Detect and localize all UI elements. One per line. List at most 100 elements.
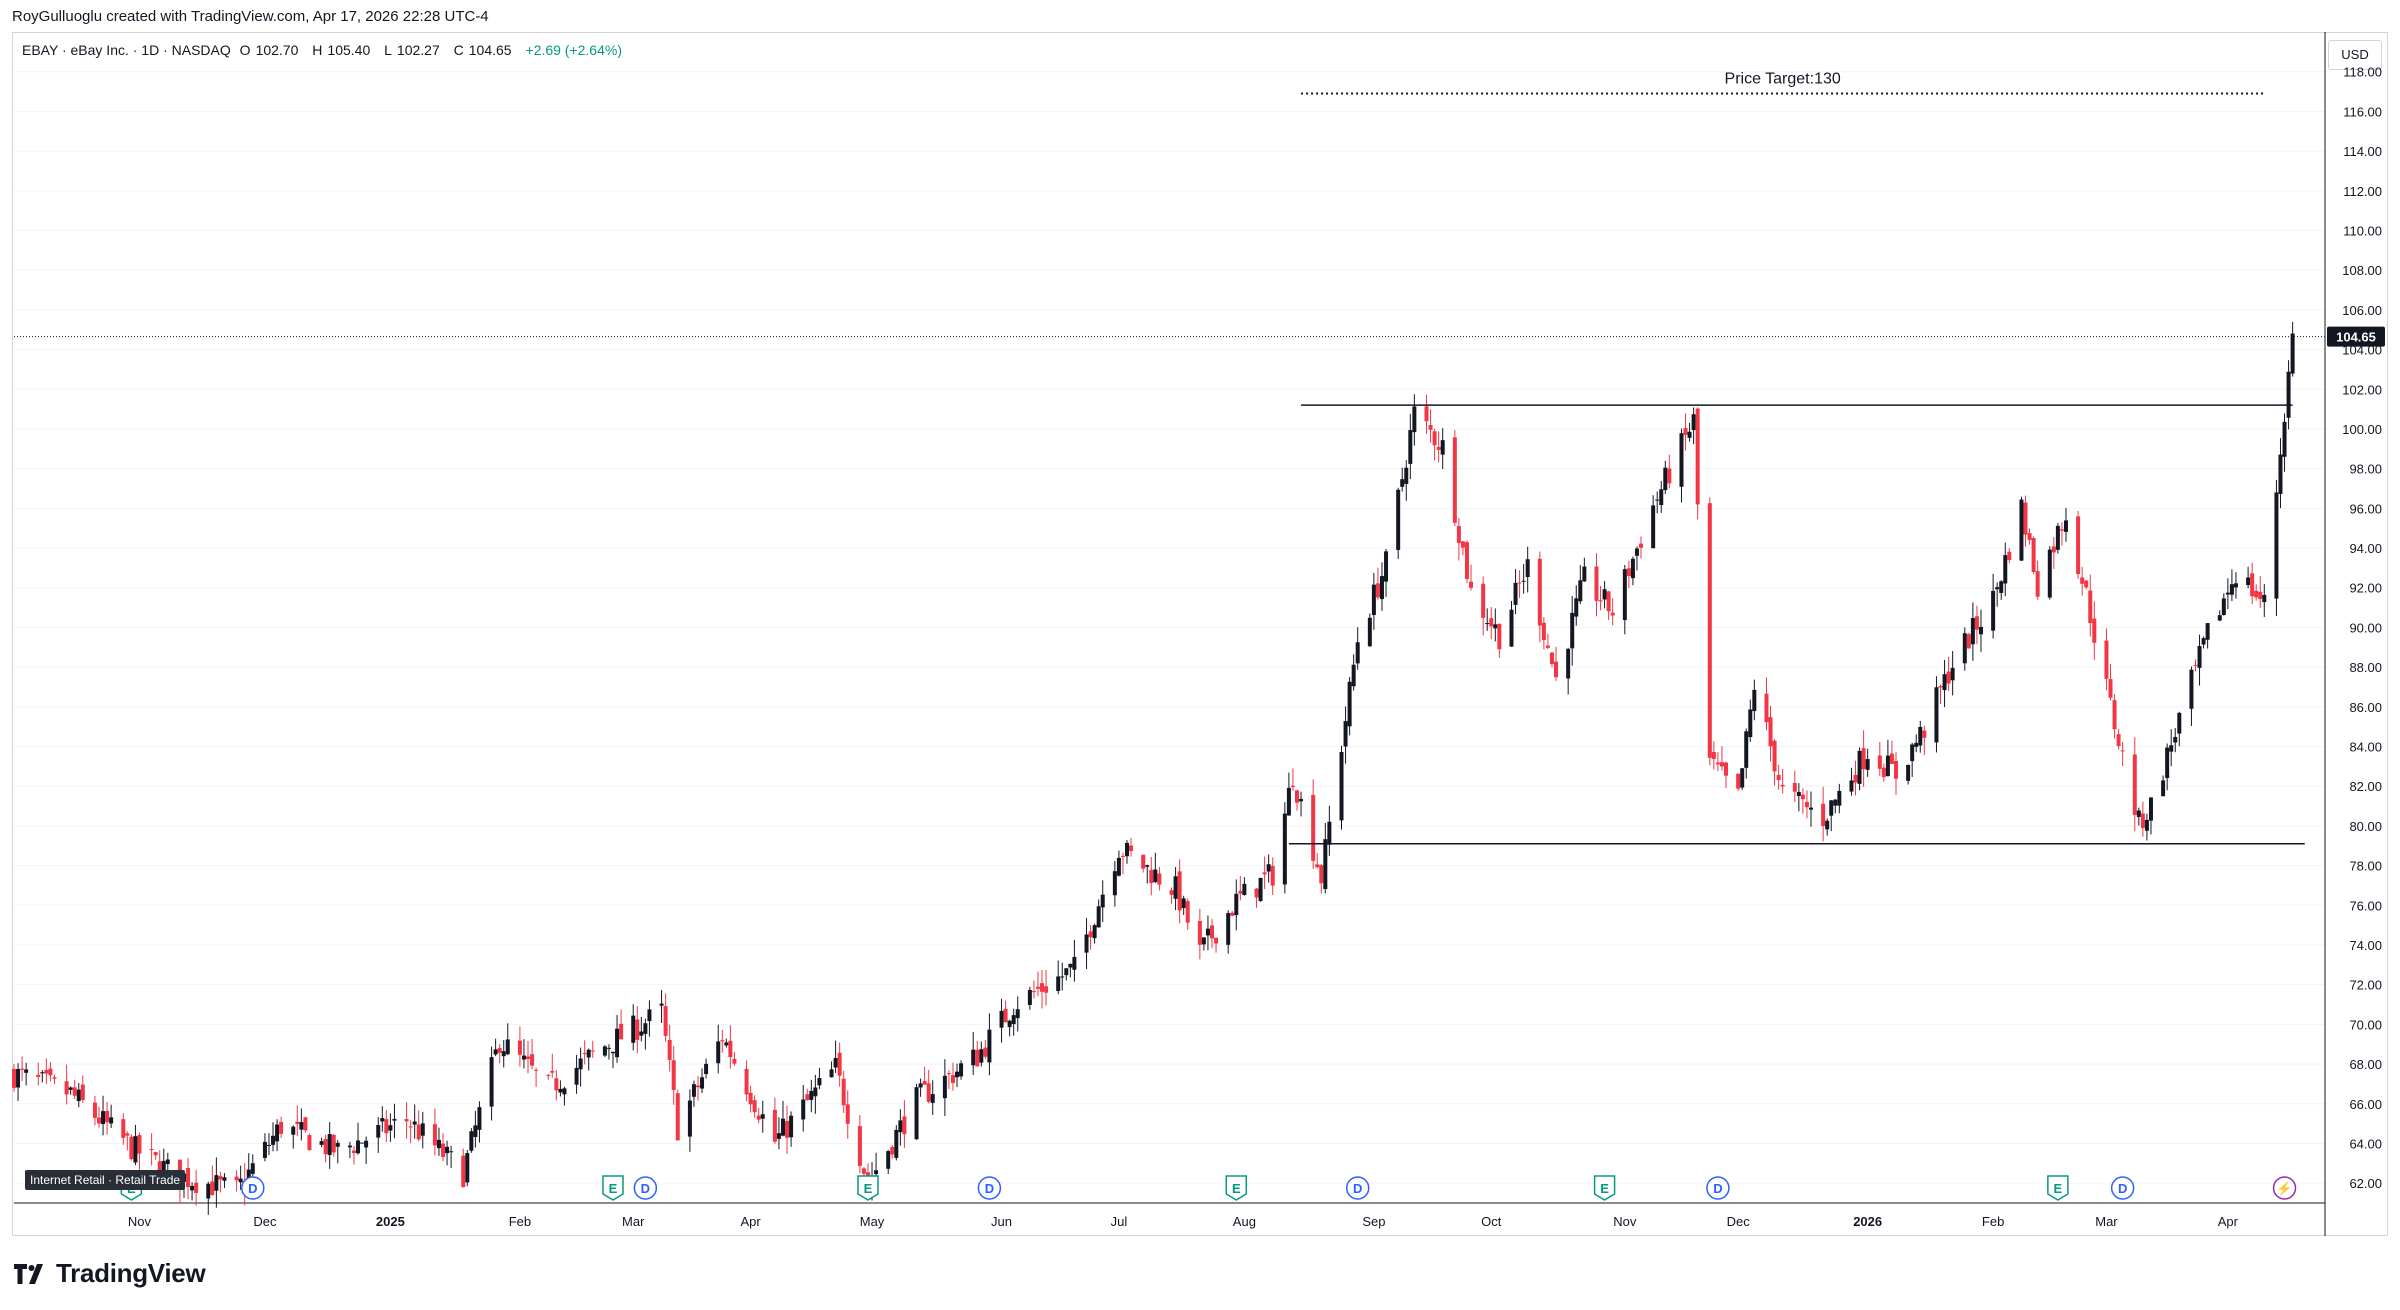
candle-body: [436, 1139, 441, 1149]
candle-body: [1946, 671, 1951, 684]
candle-body: [275, 1124, 280, 1142]
candle-body: [246, 1169, 251, 1184]
candle-body: [250, 1163, 255, 1174]
candle-body: [1464, 542, 1469, 580]
candle-body: [1234, 893, 1239, 916]
candle-body: [1266, 864, 1271, 872]
earnings-icon[interactable]: [2047, 1175, 2069, 1201]
event-label: D: [2118, 1181, 2127, 1196]
candle-body: [772, 1109, 777, 1142]
earnings-icon[interactable]: [602, 1175, 624, 1201]
candle-body: [2023, 502, 2028, 535]
price-target-label: Price Target:130: [1725, 71, 1841, 88]
candle-body: [1064, 968, 1069, 976]
candle-body: [1035, 986, 1040, 989]
candle-body: [1849, 780, 1854, 792]
low-value: 102.27: [396, 42, 440, 58]
candle-body: [1230, 912, 1235, 916]
candle-body: [926, 1083, 931, 1102]
candle-body: [1282, 813, 1287, 885]
candle-body: [2165, 747, 2170, 778]
candle-body: [1007, 1020, 1012, 1028]
earnings-icon[interactable]: [1593, 1175, 1616, 1201]
event-label: D: [641, 1181, 650, 1196]
candle-body: [210, 1181, 215, 1196]
symbol-name[interactable]: EBAY · eBay Inc. · 1D · NASDAQ: [22, 42, 231, 58]
candle-body: [1707, 503, 1712, 758]
y-tick-label: 100.00: [2342, 422, 2382, 437]
candle-body: [619, 1023, 624, 1040]
candle-body: [1290, 785, 1295, 788]
candle-body: [307, 1135, 312, 1151]
candle-body: [1323, 839, 1328, 890]
candle-body: [1833, 799, 1838, 806]
split-icon[interactable]: [2272, 1176, 2297, 1200]
candle-body: [691, 1084, 696, 1097]
event-label: ⚡: [2276, 1181, 2292, 1197]
x-tick-label: Jun: [991, 1214, 1012, 1229]
candle-body: [1634, 548, 1639, 556]
candle-body: [161, 1160, 166, 1178]
y-tick-label: 66.00: [2349, 1097, 2382, 1112]
candle-body: [1582, 566, 1587, 582]
candle-body: [744, 1068, 749, 1095]
candle-body: [837, 1052, 842, 1076]
candle-body: [1262, 872, 1267, 875]
candle-body: [829, 1069, 834, 1078]
dividend-icon[interactable]: [1706, 1176, 1730, 1200]
candle-body: [392, 1118, 397, 1121]
candle-body: [1088, 931, 1093, 938]
earnings-icon[interactable]: [1225, 1175, 1248, 1201]
candle-body: [2120, 750, 2125, 752]
candle-body: [262, 1141, 267, 1158]
candle-body: [1286, 787, 1291, 816]
earnings-icon[interactable]: [857, 1175, 879, 1201]
chart-frame: [12, 32, 2388, 1236]
candle-body: [2250, 573, 2255, 597]
dividend-icon[interactable]: [241, 1176, 265, 1200]
candle-body: [554, 1078, 559, 1091]
candle-body: [2063, 520, 2068, 532]
candle-body: [1525, 559, 1530, 578]
y-tick-label: 110.00: [2343, 223, 2382, 238]
candle-body: [1343, 721, 1348, 747]
candle-body: [327, 1133, 332, 1156]
dividend-icon[interactable]: [1345, 1176, 1370, 1200]
event-label: E: [864, 1181, 873, 1196]
candle-body: [384, 1119, 389, 1134]
candle-body: [364, 1140, 369, 1148]
dividend-icon[interactable]: [633, 1176, 658, 1200]
y-tick-label: 96.00: [2349, 501, 2382, 516]
candle-body: [728, 1040, 733, 1058]
candle-body: [36, 1074, 41, 1077]
candle-body: [1626, 568, 1631, 577]
dividend-icon[interactable]: [2110, 1176, 2135, 1200]
candle-body: [1209, 925, 1214, 939]
candle-body: [550, 1070, 555, 1073]
candle-body: [1015, 1009, 1020, 1019]
candle-body: [1456, 526, 1461, 543]
candle-body: [1857, 750, 1862, 784]
tradingview-logo[interactable]: TradingView: [14, 1258, 206, 1289]
currency-button[interactable]: USD: [2328, 40, 2382, 70]
candle-body: [1865, 759, 1870, 770]
candle-body: [1096, 906, 1101, 928]
candle-body: [1724, 762, 1729, 776]
candle-body: [647, 1009, 652, 1022]
candle-body: [92, 1102, 97, 1118]
candle-body: [1169, 890, 1174, 895]
sector-tag[interactable]: Internet Retail · Retail Trade: [25, 1170, 186, 1190]
dividend-icon[interactable]: [977, 1176, 1002, 1200]
candle-body: [1400, 479, 1405, 487]
event-label: E: [1600, 1181, 1609, 1196]
candle-body: [461, 1155, 466, 1188]
candle-body: [1594, 566, 1599, 601]
candle-body: [222, 1177, 227, 1181]
candle-body: [2274, 492, 2279, 599]
candle-body: [1578, 580, 1583, 602]
x-tick-label: 2026: [1853, 1214, 1882, 1229]
y-tick-label: 70.00: [2349, 1017, 2382, 1032]
candle-body: [1040, 983, 1045, 992]
candle-body: [930, 1094, 935, 1103]
